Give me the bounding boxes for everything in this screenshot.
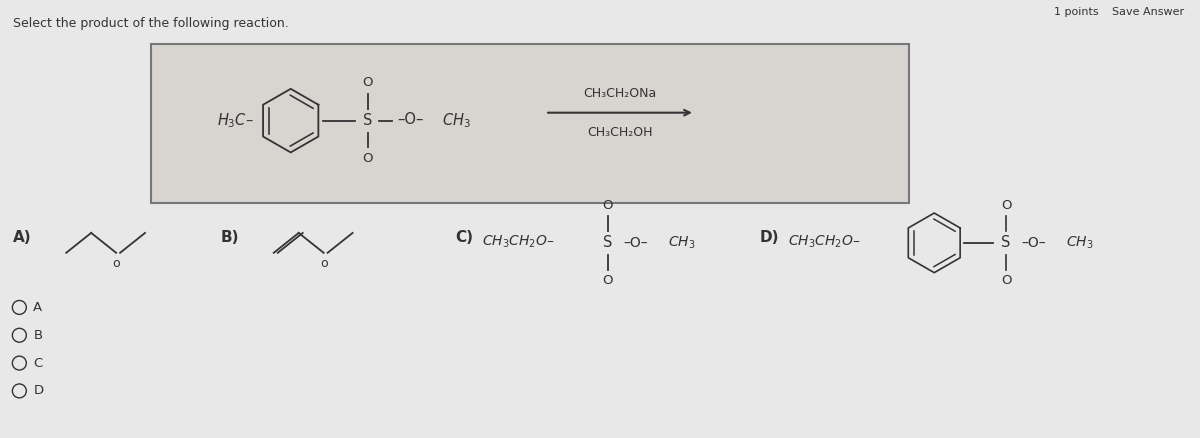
Text: o: o (320, 257, 328, 270)
Text: o: o (113, 257, 120, 270)
Text: $H_3C$–: $H_3C$– (217, 111, 254, 130)
Text: $CH_3$: $CH_3$ (668, 235, 695, 251)
Text: O: O (1001, 274, 1012, 287)
Text: O: O (362, 152, 373, 165)
Text: B): B) (221, 230, 239, 245)
Text: $CH_3$: $CH_3$ (1066, 235, 1093, 251)
Text: A: A (34, 301, 42, 314)
Text: $CH_3CH_2O$–: $CH_3CH_2O$– (787, 233, 860, 250)
Text: CH₃CH₂ONa: CH₃CH₂ONa (583, 87, 656, 100)
Text: S: S (604, 235, 613, 251)
Text: –O–: –O– (397, 112, 424, 127)
Text: S: S (362, 113, 372, 128)
Text: $CH_3$: $CH_3$ (443, 111, 472, 130)
Text: –O–: –O– (1021, 236, 1045, 250)
Text: O: O (602, 198, 613, 212)
Text: A): A) (13, 230, 32, 245)
Text: D): D) (760, 230, 779, 245)
Text: C): C) (455, 230, 473, 245)
Bar (151, 44, 910, 203)
Text: C: C (34, 357, 42, 370)
Text: –O–: –O– (623, 236, 648, 250)
Text: O: O (602, 274, 613, 287)
Text: Save Answer: Save Answer (1111, 7, 1183, 18)
Text: S: S (1001, 235, 1010, 251)
Text: O: O (362, 76, 373, 89)
Text: 1 points: 1 points (1055, 7, 1099, 18)
Text: Select the product of the following reaction.: Select the product of the following reac… (13, 17, 289, 30)
Text: O: O (1001, 198, 1012, 212)
Text: $CH_3CH_2O$–: $CH_3CH_2O$– (482, 233, 554, 250)
Text: B: B (34, 329, 42, 342)
Text: D: D (34, 385, 43, 397)
Text: CH₃CH₂OH: CH₃CH₂OH (587, 126, 653, 139)
